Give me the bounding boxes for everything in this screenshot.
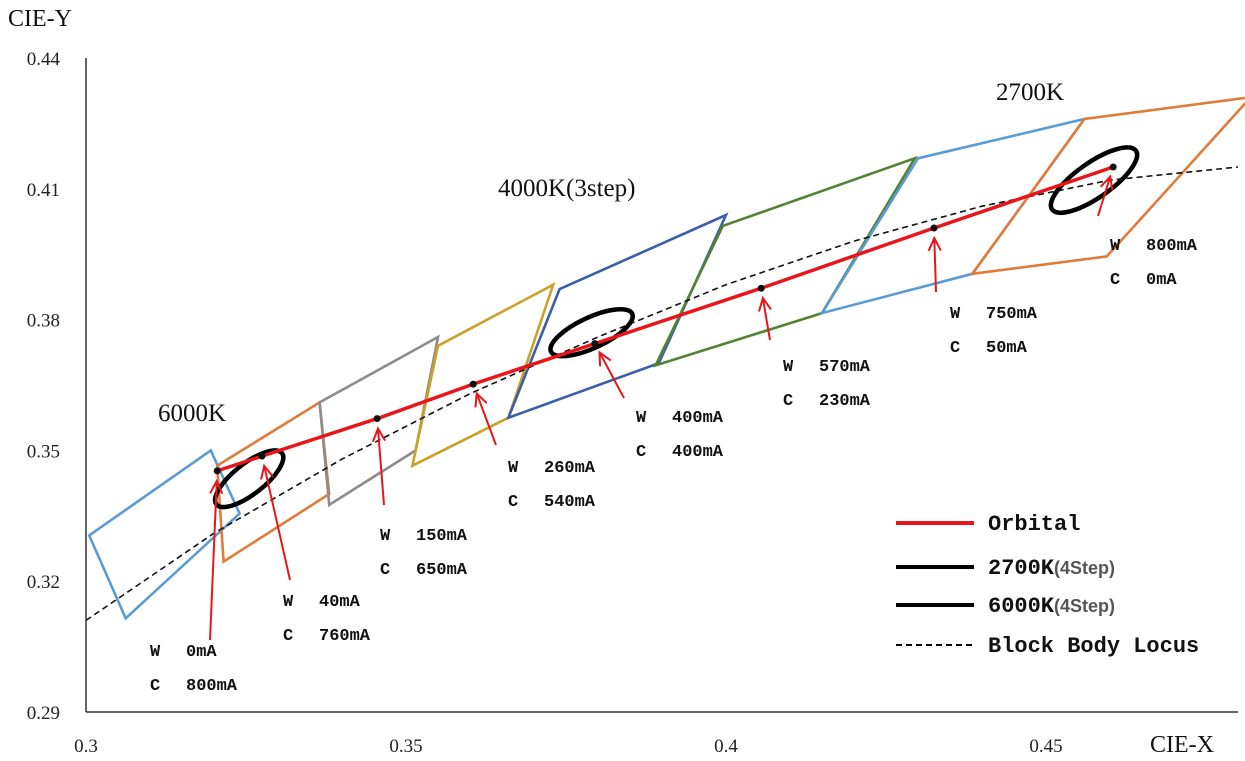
arrow-head (209, 478, 224, 495)
warm-current-value: 260mA (544, 459, 596, 478)
warm-channel-label: W (636, 409, 647, 428)
x-axis-label: CIE-X (1150, 732, 1214, 758)
y-tick-label: 0.32 (27, 572, 60, 593)
cool-current-value: 50mA (986, 339, 1028, 358)
cool-channel-label: C (950, 339, 960, 358)
bin-quad (969, 96, 1245, 276)
legend-label: Block Body Locus (988, 634, 1199, 659)
bin-quad (87, 448, 242, 621)
orbital-point (591, 340, 599, 348)
cool-current-value: 230mA (819, 392, 871, 411)
warm-channel-label: W (1110, 237, 1121, 256)
locus-line (85, 166, 1239, 622)
warm-current-value: 800mA (1146, 237, 1198, 256)
macadam-ellipse (1048, 145, 1140, 215)
cool-channel-label: C (380, 561, 390, 580)
legend-label: 2700K(4Step) (988, 556, 1115, 581)
cool-channel-label: C (283, 627, 293, 646)
warm-channel-label: W (783, 358, 794, 377)
orbital-point (757, 284, 765, 292)
warm-channel-label: W (283, 593, 294, 612)
cool-channel-label: C (783, 392, 793, 411)
orbital-point (930, 224, 938, 232)
cool-current-value: 540mA (544, 493, 596, 512)
arrow-head (598, 350, 612, 367)
cool-current-value: 760mA (319, 627, 371, 646)
axes (85, 58, 1238, 713)
annotation-arrows (209, 174, 1114, 641)
annotation-arrow (475, 393, 497, 446)
cool-current-value: 0mA (1146, 271, 1177, 290)
bin-quad (653, 155, 918, 368)
x-tick-label: 0.4 (714, 736, 738, 757)
y-tick-label: 0.44 (27, 49, 61, 70)
bin-quad (410, 282, 556, 469)
arrow-head (260, 463, 274, 480)
legend: Orbital 2700K(4Step) 6000K(4Step) Block Bod… (896, 512, 1199, 659)
legend-label: 6000K(4Step) (988, 594, 1115, 619)
annotation-arrow (761, 297, 771, 341)
y-tick-label: 0.35 (27, 441, 60, 462)
orbital-point (469, 380, 477, 388)
cool-current-value: 800mA (186, 677, 238, 696)
warm-current-value: 150mA (416, 527, 468, 546)
orbital-series (213, 163, 1117, 475)
y-axis-label: CIE-Y (8, 6, 72, 32)
annotation-arrow (263, 465, 291, 581)
black-body-locus (85, 166, 1239, 622)
current-labels: W 0mA C 800mA W 40mA C 760mA W 150mA C 650mA W 260mA C… (150, 237, 1198, 696)
y-tick-label: 0.38 (27, 311, 60, 332)
x-tick-label: 0.35 (389, 736, 422, 757)
y-tick-label: 0.41 (27, 180, 60, 201)
legend-sublabel: (4Step) (1054, 558, 1115, 578)
warm-channel-label: W (380, 527, 391, 546)
orbital-point (213, 467, 221, 475)
warm-channel-label: W (508, 459, 519, 478)
cool-channel-label: C (508, 493, 518, 512)
annotation-arrow (209, 480, 218, 641)
cool-current-value: 400mA (672, 443, 724, 462)
legend-label: Orbital (988, 512, 1080, 537)
x-tick-label: 0.45 (1029, 736, 1062, 757)
arrow-head (474, 391, 488, 408)
annotation-arrow (1097, 176, 1112, 217)
warm-current-value: 570mA (819, 358, 871, 377)
cool-channel-label: C (150, 677, 160, 696)
orbital-point (373, 415, 381, 423)
orbital-line (216, 165, 1114, 473)
warm-current-value: 400mA (672, 409, 724, 428)
macadam-ellipse (548, 306, 635, 359)
orbital-point (258, 452, 266, 460)
arrow-head (371, 426, 386, 442)
warm-channel-label: W (150, 643, 161, 662)
arrow-head (927, 235, 942, 252)
warm-current-value: 40mA (319, 593, 361, 612)
warm-current-value: 750mA (986, 305, 1038, 324)
tick-labels: 0.3 0.35 0.4 0.45 0.29 0.32 0.35 0.38 0.41 0.44 (27, 49, 1063, 757)
warm-current-value: 0mA (186, 643, 217, 662)
annotation-4000k: 4000K(3step) (498, 175, 635, 202)
bin-quad (215, 400, 331, 564)
cool-channel-label: C (1110, 271, 1120, 290)
annotation-2700k: 2700K (996, 79, 1064, 106)
y-tick-label: 0.29 (27, 703, 60, 724)
legend-sublabel: (4Step) (1054, 596, 1115, 616)
bin-quad (819, 116, 1088, 316)
arrow-head (758, 295, 772, 312)
annotation-6000k: 6000K (158, 400, 226, 427)
orbital-point (1109, 163, 1117, 171)
cool-channel-label: C (636, 443, 646, 462)
annotation-arrow (376, 428, 385, 506)
x-tick-label: 0.3 (74, 736, 98, 757)
arrow-head (1099, 174, 1114, 191)
warm-channel-label: W (950, 305, 961, 324)
annotation-arrow (933, 238, 937, 293)
cool-current-value: 650mA (416, 561, 468, 580)
annotation-arrow (598, 351, 625, 399)
